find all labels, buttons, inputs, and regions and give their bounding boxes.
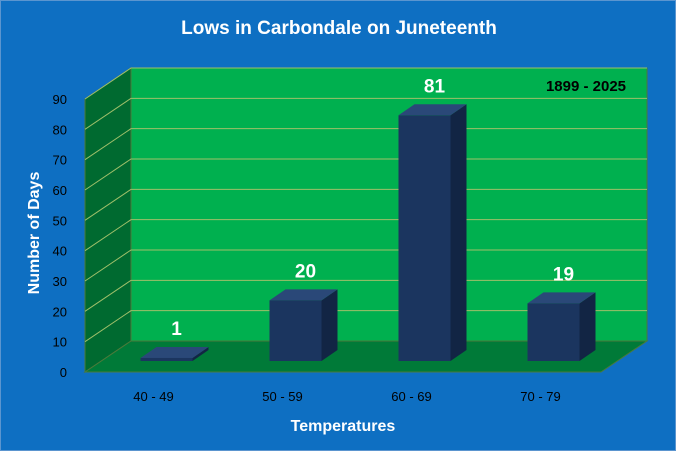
bar-side (579, 292, 596, 361)
bar-side (192, 346, 209, 361)
y-tick-label: 60 (53, 183, 67, 198)
bar-top (140, 346, 209, 358)
x-tick-label: 40 - 49 (133, 389, 173, 404)
bars (140, 104, 596, 362)
bar-front (140, 357, 193, 361)
y-tick-label: 80 (53, 122, 67, 137)
x-tick-labels: 40 - 49 50 - 59 60 - 69 70 - 79 (133, 389, 560, 404)
bar-side (321, 289, 338, 361)
data-label: 1 (171, 319, 182, 340)
data-label: 19 (553, 264, 574, 285)
y-axis-title: Number of Days (26, 172, 43, 295)
gridline (84, 249, 647, 282)
gridline (84, 219, 647, 252)
bar-top (527, 292, 596, 304)
bar-top (269, 289, 338, 301)
gridlines (84, 67, 647, 343)
y-tick-label: 0 (60, 365, 67, 380)
y-tick-label: 70 (53, 153, 67, 168)
y-tick-labels: 0 10 20 30 40 50 60 70 80 90 (53, 92, 67, 380)
gridline (84, 188, 647, 221)
bar-front (269, 300, 322, 361)
y-tick-label: 20 (53, 304, 67, 319)
chart-title: Lows in Carbondale on Juneteenth (181, 18, 497, 39)
bar (269, 289, 338, 361)
gridline (84, 310, 647, 343)
x-tick-label: 50 - 59 (262, 389, 302, 404)
gridline (84, 158, 647, 191)
gridline (84, 128, 647, 161)
bar (140, 346, 209, 361)
x-tick-label: 70 - 79 (520, 389, 560, 404)
bar-front (398, 115, 451, 361)
gridline (84, 279, 647, 312)
x-tick-label: 60 - 69 (391, 389, 431, 404)
x-axis-title: Temperatures (291, 418, 396, 435)
bar (398, 104, 467, 362)
data-label: 81 (424, 76, 446, 97)
data-label: 20 (295, 261, 316, 282)
chart-annotation: 1899 - 2025 (546, 78, 626, 95)
data-labels: 1 20 81 19 (171, 76, 574, 340)
y-tick-label: 90 (53, 92, 67, 107)
floor (83, 340, 649, 373)
y-tick-label: 10 (53, 335, 67, 350)
y-tick-label: 40 (53, 244, 67, 259)
bar-front (527, 303, 580, 361)
bar (527, 292, 596, 361)
bar-top (398, 104, 467, 116)
bar-side (450, 104, 467, 362)
y-tick-label: 50 (53, 213, 67, 228)
gridline (84, 97, 647, 130)
gridline (84, 67, 647, 100)
y-tick-label: 30 (53, 274, 67, 289)
